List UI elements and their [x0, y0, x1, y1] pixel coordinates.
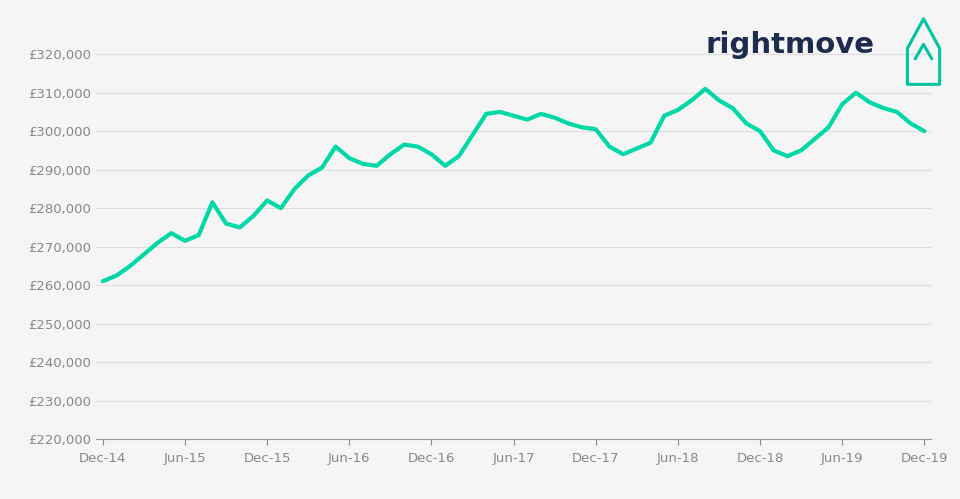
Text: rightmove: rightmove [706, 31, 875, 59]
